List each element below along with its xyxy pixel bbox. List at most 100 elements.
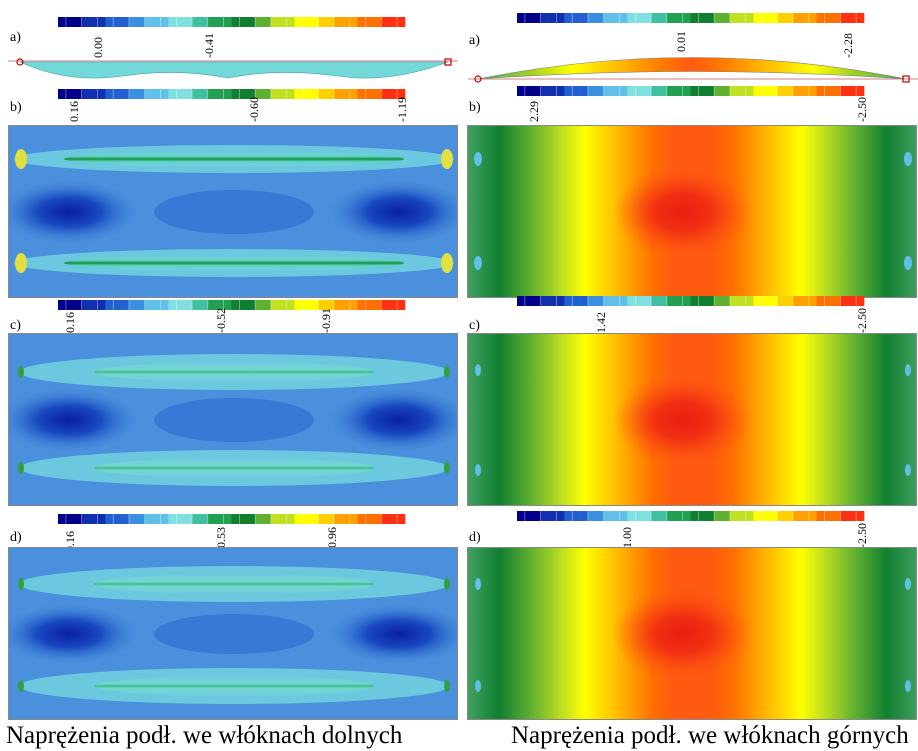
scale-swatch	[389, 89, 398, 99]
scale-swatch	[540, 511, 549, 521]
contour-panel-top-c	[467, 333, 917, 506]
scale-swatch	[365, 89, 374, 99]
scale-swatch	[580, 296, 589, 306]
color-scale	[517, 296, 865, 306]
scale-swatch	[286, 514, 295, 524]
contour-panel-bottom-c	[8, 333, 458, 506]
color-scale	[517, 511, 865, 521]
left-caption: Naprężenia podł. we włóknach dolnych	[6, 722, 403, 749]
scale-swatch	[326, 17, 335, 27]
scale-swatch	[587, 511, 597, 521]
scale-swatch	[270, 89, 280, 99]
scale-swatch	[121, 514, 130, 524]
scale-swatch	[199, 17, 209, 27]
scale-swatch	[255, 300, 264, 310]
scale-swatch	[160, 514, 169, 524]
scale-swatch	[603, 86, 612, 96]
scale-swatch	[722, 13, 731, 23]
scale-swatch	[58, 89, 67, 99]
scale-swatch	[840, 86, 849, 96]
scale-swatch	[524, 511, 534, 521]
scale-swatch	[856, 296, 865, 306]
scale-swatch	[706, 86, 715, 96]
scale-swatch	[745, 13, 754, 23]
scale-swatch	[627, 511, 636, 521]
color-scale	[58, 514, 406, 524]
scale-swatch	[682, 296, 691, 306]
scale-swatch	[176, 17, 185, 27]
scale-swatch	[540, 86, 549, 96]
scale-swatch	[334, 89, 343, 99]
scale-swatch	[603, 511, 612, 521]
scale-swatch	[223, 514, 232, 524]
scale-swatch	[73, 17, 82, 27]
scale-swatch	[144, 17, 153, 27]
scale-swatch	[65, 514, 75, 524]
scale-swatch	[706, 511, 715, 521]
scale-swatch	[207, 300, 217, 310]
scale-tick: 2.29	[527, 101, 541, 122]
scale-tick: 0.16	[67, 101, 81, 122]
scale-swatch	[168, 89, 177, 99]
scale-swatch	[152, 514, 161, 524]
scale-swatch	[714, 86, 723, 96]
scale-swatch	[199, 89, 209, 99]
scale-swatch	[619, 13, 628, 23]
scale-swatch	[326, 514, 335, 524]
scale-swatch	[192, 17, 201, 27]
scale-swatch	[722, 86, 731, 96]
scale-swatch	[777, 86, 786, 96]
scale-swatch	[239, 17, 248, 27]
scale-swatch	[247, 514, 256, 524]
scale-swatch	[58, 17, 67, 27]
scale-swatch	[800, 296, 810, 306]
scale-swatch	[105, 300, 114, 310]
scale-swatch	[152, 17, 161, 27]
scale-swatch	[310, 300, 319, 310]
scale-swatch	[365, 17, 374, 27]
scale-swatch	[334, 514, 343, 524]
scale-swatch	[611, 511, 620, 521]
scale-swatch	[777, 13, 786, 23]
scale-swatch	[658, 511, 668, 521]
scale-swatch	[832, 511, 841, 521]
scale-swatch	[753, 13, 762, 23]
scale-swatch	[105, 89, 114, 99]
scale-swatch	[769, 296, 778, 306]
scale-swatch	[184, 89, 193, 99]
scale-swatch	[192, 89, 201, 99]
scale-swatch	[357, 89, 366, 99]
scale-swatch	[737, 296, 747, 306]
scale-swatch	[564, 13, 573, 23]
scale-swatch	[65, 17, 75, 27]
scale-swatch	[587, 86, 597, 96]
scale-swatch	[286, 89, 295, 99]
scale-swatch	[698, 511, 707, 521]
scale-swatch	[168, 17, 177, 27]
scale-swatch	[136, 514, 146, 524]
scale-swatch	[564, 511, 573, 521]
scale-swatch	[373, 89, 382, 99]
scale-swatch	[690, 86, 699, 96]
scale-swatch	[58, 514, 67, 524]
scale-tick: -2.50	[855, 308, 869, 333]
scale-swatch	[176, 89, 185, 99]
scale-swatch	[737, 511, 747, 521]
scale-swatch	[785, 511, 794, 521]
scale-swatch	[58, 300, 67, 310]
scale-swatch	[192, 514, 201, 524]
scale-swatch	[556, 296, 565, 306]
scale-swatch	[706, 296, 715, 306]
scale-swatch	[769, 86, 778, 96]
scale-swatch	[278, 89, 288, 99]
scale-swatch	[73, 300, 82, 310]
scale-swatch	[674, 86, 683, 96]
scale-swatch	[113, 89, 122, 99]
scale-swatch	[722, 296, 731, 306]
scale-swatch	[524, 296, 534, 306]
scale-swatch	[737, 86, 747, 96]
scale-swatch	[215, 89, 224, 99]
scale-swatch	[302, 300, 311, 310]
scale-swatch	[334, 17, 343, 27]
scale-swatch	[373, 300, 382, 310]
